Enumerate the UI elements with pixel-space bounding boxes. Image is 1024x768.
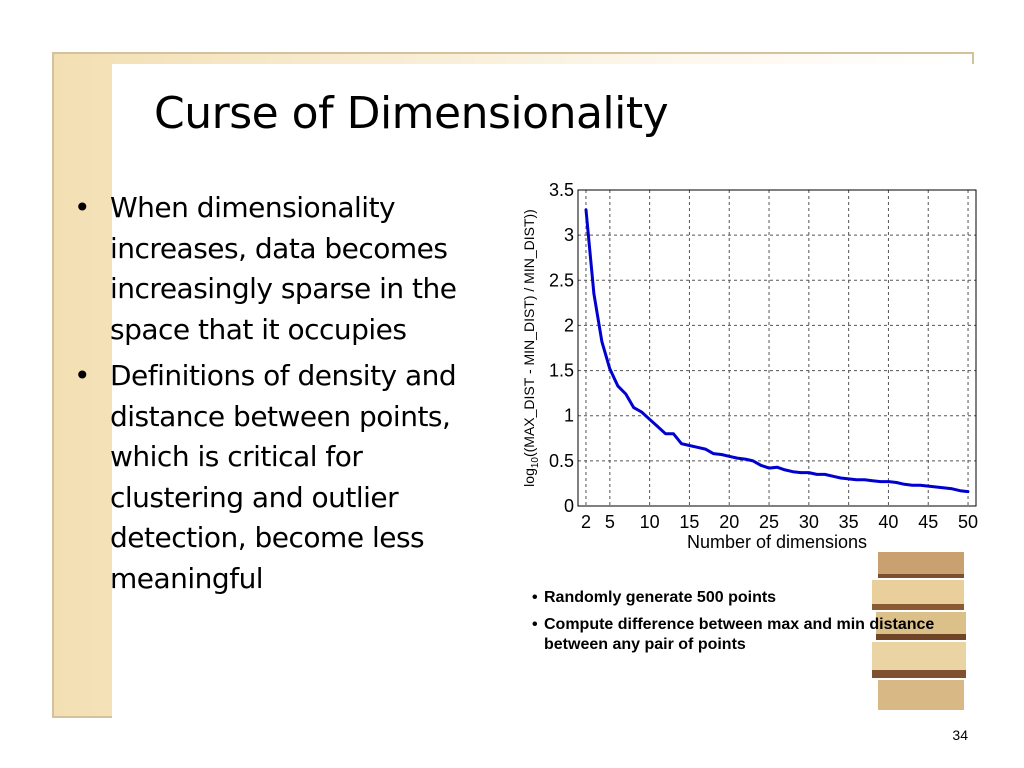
x-tick-label: 35 [839,512,859,532]
y-tick-label: 2 [564,315,574,335]
y-tick-label: 0.5 [549,451,574,471]
bullet-item: • Definitions of density and distance be… [72,356,497,599]
x-tick-label: 10 [640,512,660,532]
x-tick-label: 30 [799,512,819,532]
x-tick-label: 5 [605,512,615,532]
note-item: • Compute difference between max and min… [532,615,962,655]
bullet-marker: • [74,359,91,392]
series-lines [584,208,970,494]
grid-lines [578,189,976,507]
bullet-text: Definitions of density and distance betw… [110,359,457,595]
note-item: • Randomly generate 500 points [532,588,962,608]
plot-border [577,189,977,507]
y-axis-label-log: log [521,468,537,487]
y-axis-label: log10((MAX_DIST - MIN_DIST) / MIN_DIST)) [521,209,541,487]
plot-area [578,190,976,506]
y-tick-label: 0 [564,496,574,516]
x-tick-label: 20 [719,512,739,532]
y-axis-label-expression: ((MAX_DIST - MIN_DIST) / MIN_DIST)) [521,209,537,457]
x-tick-label: 45 [918,512,938,532]
note-marker: • [532,616,538,633]
y-tick-label: 2.5 [549,270,574,290]
notes-list: • Randomly generate 500 points • Compute… [532,588,962,662]
slide-title: Curse of Dimensionality [154,88,669,139]
x-tick-label: 15 [679,512,699,532]
y-tick-label: 3 [564,225,574,245]
series-line [584,208,970,494]
note-text: Compute difference between max and min d… [544,616,935,653]
x-tick-label: 50 [958,512,978,532]
y-tick-label: 3.5 [549,180,574,200]
bullet-list: • When dimensionality increases, data be… [72,188,497,605]
x-tick-label: 2 [581,512,591,532]
bullet-item: • When dimensionality increases, data be… [72,188,497,350]
x-tick-label: 25 [759,512,779,532]
note-text: Randomly generate 500 points [544,589,777,606]
note-marker: • [532,589,538,606]
x-tick-label: 40 [878,512,898,532]
y-tick-label: 1 [564,406,574,426]
y-tick-label: 1.5 [549,361,574,381]
bullet-text: When dimensionality increases, data beco… [110,191,457,346]
books-illustration [872,548,966,710]
x-axis-label: Number of dimensions [687,532,867,552]
page-number: 34 [952,727,968,743]
bullet-marker: • [74,191,91,224]
y-axis-label-base: 10 [530,457,541,469]
